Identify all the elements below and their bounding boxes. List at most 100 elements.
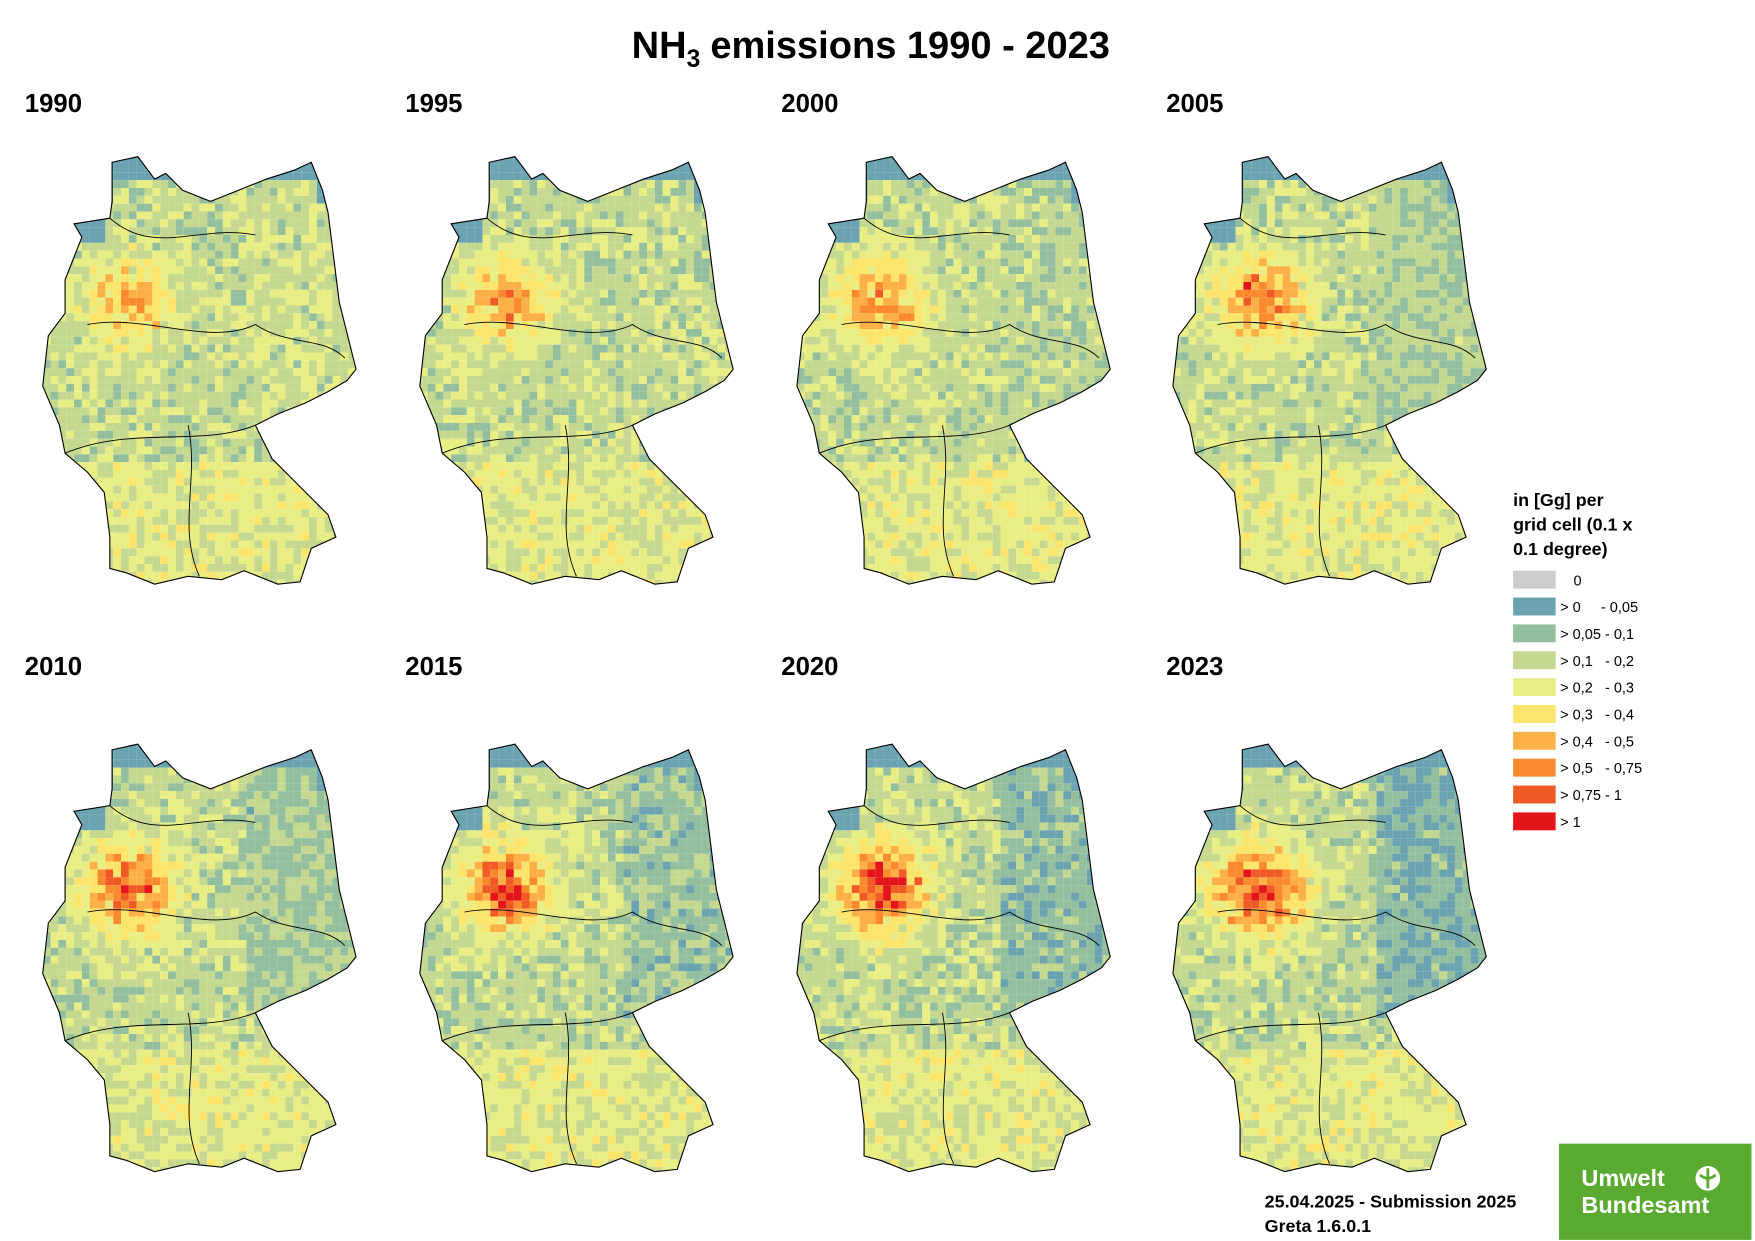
grid-cell — [482, 328, 491, 337]
grid-cell — [66, 266, 75, 275]
grid-cell — [584, 234, 593, 243]
grid-cell — [513, 360, 522, 369]
grid-cell — [50, 485, 59, 494]
grid-cell — [144, 305, 153, 314]
grid-cell — [435, 187, 444, 196]
grid-cell — [733, 172, 741, 180]
grid-cell — [466, 321, 475, 329]
grid-cell — [576, 375, 585, 384]
grid-cell — [42, 422, 51, 431]
grid-cell — [733, 509, 741, 517]
grid-cell — [490, 227, 499, 235]
grid-cell — [646, 540, 655, 549]
grid-cell — [812, 383, 821, 392]
grid-cell — [733, 274, 741, 282]
grid-cell — [207, 509, 216, 517]
grid-cell — [568, 446, 577, 455]
grid-cell — [623, 540, 632, 549]
grid-cell — [545, 391, 553, 400]
grid-cell — [128, 579, 137, 585]
grid-cell — [160, 485, 169, 494]
grid-cell — [513, 258, 522, 267]
grid-cell — [828, 305, 837, 314]
grid-cell — [631, 305, 640, 314]
grid-cell — [693, 289, 702, 298]
grid-cell — [662, 462, 671, 470]
grid-cell — [277, 274, 286, 282]
grid-cell — [662, 446, 671, 455]
grid-cell — [513, 563, 522, 572]
grid-cell — [545, 462, 553, 470]
grid-cell — [686, 227, 694, 235]
grid-cell — [552, 266, 561, 275]
grid-cell — [513, 180, 522, 188]
grid-cell — [701, 328, 710, 337]
grid-cell — [301, 289, 310, 298]
grid-cell — [144, 368, 153, 376]
grid-cell — [136, 266, 145, 275]
grid-cell — [113, 422, 122, 431]
grid-cell — [269, 344, 278, 353]
grid-cell — [639, 462, 647, 470]
grid-cell — [843, 493, 852, 502]
grid-cell — [356, 430, 357, 439]
grid-cell — [678, 180, 687, 188]
grid-cell — [97, 579, 106, 585]
grid-cell — [686, 391, 694, 400]
grid-cell — [66, 172, 75, 181]
grid-cell — [513, 336, 522, 345]
grid-cell — [191, 462, 200, 470]
grid-cell — [662, 187, 671, 196]
grid-cell — [285, 219, 294, 228]
grid-cell — [254, 579, 263, 585]
grid-cell — [599, 328, 608, 337]
grid-cell — [215, 571, 223, 580]
grid-cell — [836, 336, 844, 345]
grid-cell — [836, 446, 844, 455]
grid-cell — [529, 524, 538, 533]
grid-cell — [262, 454, 270, 463]
grid-cell — [646, 305, 655, 314]
grid-cell — [701, 422, 710, 431]
grid-cell — [309, 430, 317, 439]
grid-cell — [332, 375, 341, 384]
grid-cell — [269, 540, 278, 549]
grid-cell — [58, 407, 67, 416]
grid-cell — [427, 540, 436, 549]
grid-cell — [820, 368, 829, 376]
grid-cell — [348, 454, 357, 463]
grid-cell — [662, 571, 671, 580]
grid-cell — [175, 375, 184, 384]
grid-cell — [183, 313, 192, 322]
grid-cell — [592, 556, 600, 564]
grid-cell — [646, 477, 655, 486]
grid-cell — [262, 563, 270, 572]
grid-cell — [678, 258, 687, 267]
grid-cell — [238, 469, 247, 478]
grid-cell — [482, 493, 491, 502]
grid-cell — [599, 462, 608, 470]
grid-cell — [419, 415, 428, 423]
grid-cell — [316, 446, 325, 455]
grid-cell — [836, 516, 844, 525]
grid-cell — [615, 313, 624, 322]
grid-cell — [670, 321, 679, 329]
grid-cell — [340, 211, 349, 220]
grid-cell — [50, 227, 59, 235]
grid-cell — [293, 242, 302, 251]
grid-cell — [427, 281, 436, 290]
grid-cell — [490, 313, 499, 322]
grid-cell — [451, 156, 459, 165]
grid-cell — [599, 180, 608, 188]
grid-cell — [113, 438, 122, 447]
grid-cell — [262, 274, 270, 282]
grid-cell — [254, 266, 263, 275]
grid-cell — [309, 352, 317, 361]
grid-cell — [615, 328, 624, 337]
grid-cell — [238, 164, 247, 173]
grid-cell — [820, 227, 829, 235]
grid-cell — [490, 219, 499, 228]
grid-cell — [466, 462, 475, 470]
grid-cell — [804, 180, 813, 188]
grid-cell — [654, 297, 663, 306]
